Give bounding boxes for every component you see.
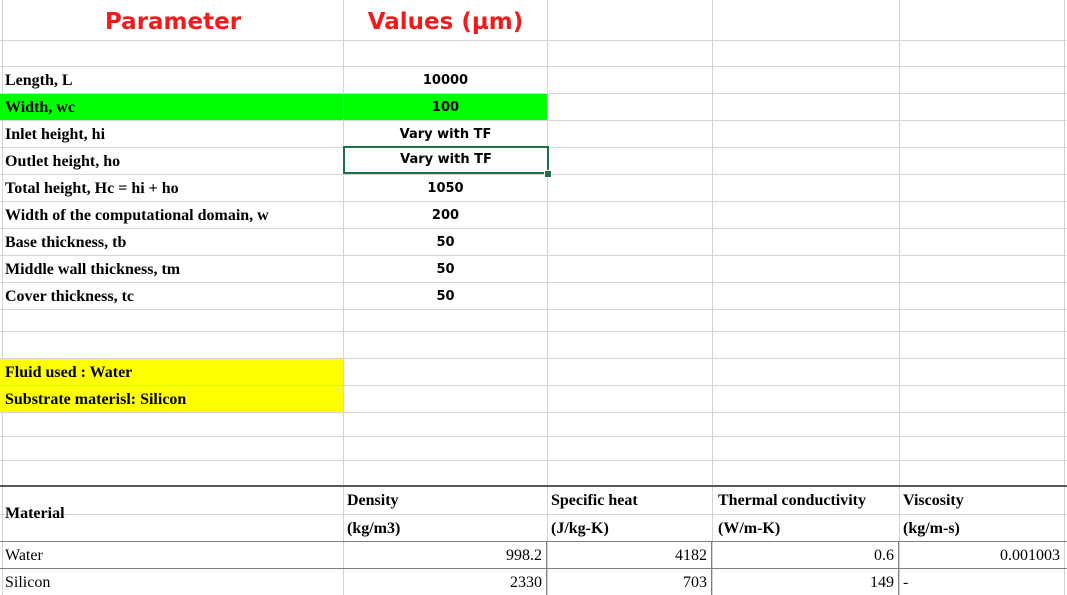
grid-row-line	[0, 228, 1067, 229]
header-parameter[interactable]: Parameter	[104, 9, 242, 35]
grid-row-line	[0, 201, 1067, 202]
fill-handle[interactable]	[544, 170, 552, 178]
param-value-middle-wall[interactable]: 50	[436, 262, 455, 277]
table-row-silicon-material[interactable]: Silicon	[5, 574, 51, 591]
param-value-domain-width[interactable]: 200	[431, 208, 460, 223]
grid-row-line	[0, 358, 1067, 359]
param-label-width[interactable]: Width, wc	[0, 94, 343, 120]
table-row-divider	[0, 568, 1067, 569]
param-label-cover-thickness[interactable]: Cover thickness, tc	[5, 288, 135, 305]
param-label-outlet-height[interactable]: Outlet height, ho	[5, 153, 121, 170]
table-header-specific-heat-unit[interactable]: (J/kg-K)	[551, 520, 609, 537]
table-header-viscosity[interactable]: Viscosity	[903, 492, 964, 509]
table-row-water-conductivity[interactable]: 0.6	[713, 542, 899, 568]
grid-row-line	[0, 255, 1067, 256]
table-row-water-density[interactable]: 998.2	[344, 542, 547, 568]
grid-row-line	[0, 460, 1067, 461]
param-value-outlet-height-selected[interactable]: Vary with TF	[343, 146, 549, 174]
param-value-base-thickness[interactable]: 50	[436, 235, 455, 250]
table-header-density[interactable]: Density	[347, 492, 399, 509]
grid-col-line	[547, 0, 548, 595]
grid-row-line	[0, 412, 1067, 413]
table-row-silicon-density[interactable]: 2330	[344, 569, 547, 595]
param-value-cover-thickness[interactable]: 50	[436, 289, 455, 304]
param-label-base-thickness[interactable]: Base thickness, tb	[5, 234, 127, 251]
table-header-density-unit[interactable]: (kg/m3)	[347, 520, 401, 537]
param-label-total-height[interactable]: Total height, Hc = hi + ho	[5, 180, 179, 197]
table-top-border	[0, 485, 1067, 487]
param-value-inlet-height[interactable]: Vary with TF	[399, 127, 492, 142]
param-label-middle-wall[interactable]: Middle wall thickness, tm	[5, 261, 181, 278]
table-row-water-viscosity[interactable]: 0.001003	[1000, 547, 1060, 564]
param-value-length[interactable]: 10000	[422, 73, 469, 88]
table-row-silicon-specific-heat[interactable]: 703	[548, 569, 712, 595]
table-header-conductivity[interactable]: Thermal conductivity	[718, 492, 866, 509]
grid-row-line	[0, 93, 1067, 94]
param-label-inlet-height[interactable]: Inlet height, hi	[5, 126, 106, 143]
grid-row-line	[0, 385, 1067, 386]
note-substrate[interactable]: Substrate materisl: Silicon	[0, 386, 343, 412]
param-label-length[interactable]: Length, L	[5, 72, 73, 89]
grid-col-line	[343, 0, 344, 595]
grid-col-line	[1064, 0, 1065, 595]
grid-row-line	[0, 40, 1067, 41]
grid-row-line	[0, 282, 1067, 283]
table-row-silicon-viscosity[interactable]: -	[903, 574, 909, 591]
grid-row-line	[0, 309, 1067, 310]
note-fluid[interactable]: Fluid used : Water	[0, 359, 343, 385]
grid-row-line	[0, 174, 1067, 175]
table-header-material[interactable]: Material	[5, 505, 65, 522]
grid-col-line	[899, 0, 900, 595]
table-row-water-material[interactable]: Water	[5, 547, 43, 564]
table-header-underline	[0, 541, 1067, 542]
grid-row-line	[0, 331, 1067, 332]
grid-row-line	[0, 66, 1067, 67]
param-value-width[interactable]: 100	[344, 94, 547, 120]
table-header-conductivity-unit[interactable]: (W/m-K)	[718, 520, 781, 537]
param-value-total-height[interactable]: 1050	[427, 181, 464, 196]
grid-row-line	[0, 120, 1067, 121]
table-row-silicon-conductivity[interactable]: 149	[713, 569, 899, 595]
grid-col-line	[712, 0, 713, 595]
header-values[interactable]: Values (µm)	[367, 9, 524, 35]
table-header-viscosity-unit[interactable]: (kg/m-s)	[903, 520, 960, 537]
table-header-specific-heat[interactable]: Specific heat	[551, 492, 638, 509]
grid-col-line	[2, 0, 3, 595]
param-label-domain-width[interactable]: Width of the computational domain, w	[5, 207, 269, 224]
grid-row-line	[0, 514, 1067, 515]
table-row-water-specific-heat[interactable]: 4182	[548, 542, 712, 568]
grid-row-line	[0, 436, 1067, 437]
